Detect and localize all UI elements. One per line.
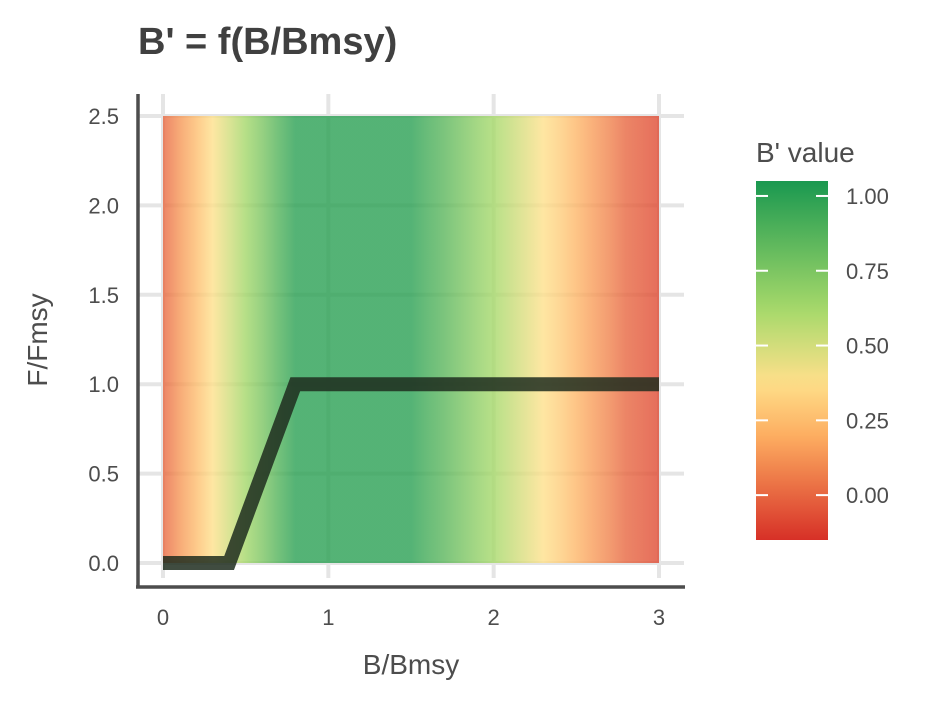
legend-tick-label: 0.25 <box>846 408 889 433</box>
legend: B' value 0.00 0.25 0.50 0.75 1.00 <box>756 137 889 540</box>
legend-colorbar <box>756 181 828 540</box>
legend-ticks: 0.00 0.25 0.50 0.75 1.00 <box>756 184 889 508</box>
x-axis-ticks: 0 1 2 3 <box>157 605 665 630</box>
axes <box>136 94 685 589</box>
legend-tick-label: 1.00 <box>846 184 889 209</box>
legend-tick-label: 0.75 <box>846 259 889 284</box>
chart-title: B' = f(B/Bmsy) <box>138 21 397 63</box>
y-tick-label: 2.5 <box>88 104 119 129</box>
y-tick-label: 1.0 <box>88 372 119 397</box>
series-line <box>163 377 659 570</box>
x-tick-label: 1 <box>322 605 334 630</box>
y-tick-label: 1.5 <box>88 283 119 308</box>
legend-tick-label: 0.00 <box>846 483 889 508</box>
x-tick-label: 2 <box>488 605 500 630</box>
y-tick-label: 0.5 <box>88 462 119 487</box>
x-tick-label: 3 <box>653 605 665 630</box>
legend-tick-label: 0.50 <box>846 334 889 359</box>
y-tick-label: 0.0 <box>88 551 119 576</box>
series-layer <box>163 377 659 570</box>
legend-title: B' value <box>756 137 855 168</box>
y-axis-ticks: 0.0 0.5 1.0 1.5 2.0 2.5 <box>88 104 119 576</box>
y-tick-label: 2.0 <box>88 193 119 218</box>
y-axis-title: F/Fmsy <box>22 293 53 386</box>
x-axis-title: B/Bmsy <box>363 649 459 680</box>
x-tick-label: 0 <box>157 605 169 630</box>
heatmap-tiles <box>163 116 659 563</box>
